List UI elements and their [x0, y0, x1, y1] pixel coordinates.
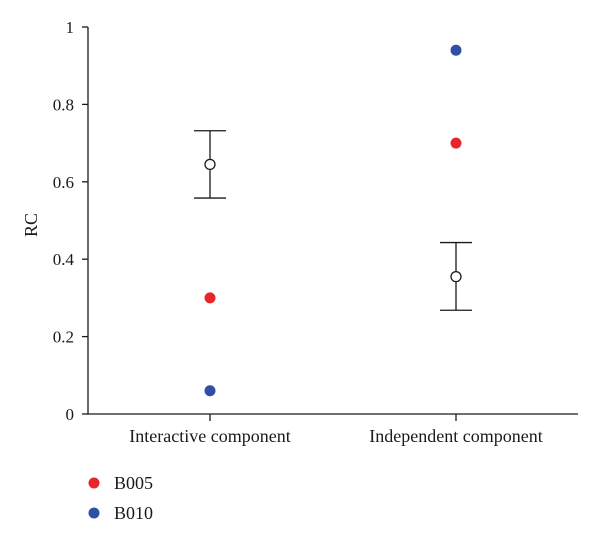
data-points [204, 44, 462, 397]
y-tick-label: 0.2 [53, 328, 74, 347]
category-label: Interactive component [129, 426, 290, 446]
y-tick-label: 0.8 [53, 95, 74, 114]
legend-marker-b010 [88, 507, 100, 519]
legend: B005 B010 [88, 473, 153, 523]
y-tick-label: 0 [66, 405, 75, 424]
category-label: Independent component [369, 426, 542, 446]
point-b010 [450, 44, 462, 56]
axes [87, 27, 578, 421]
y-axis-title: RC [21, 213, 41, 237]
point-b005 [450, 137, 462, 149]
legend-label-b005: B005 [114, 473, 153, 493]
point-b010 [204, 385, 216, 397]
mean-marker [450, 270, 462, 283]
point-b005 [204, 292, 216, 304]
category-labels: Interactive component Independent compone… [129, 426, 542, 446]
legend-marker-b005 [88, 477, 100, 489]
y-tick-label: 0.6 [53, 173, 74, 192]
y-tick-label: 1 [66, 18, 75, 37]
legend-label-b010: B010 [114, 503, 153, 523]
mean-marker [204, 158, 216, 171]
error-bars [194, 130, 472, 311]
y-ticks: 0 0.2 0.4 0.6 0.8 1 [53, 18, 88, 424]
y-tick-label: 0.4 [53, 250, 75, 269]
